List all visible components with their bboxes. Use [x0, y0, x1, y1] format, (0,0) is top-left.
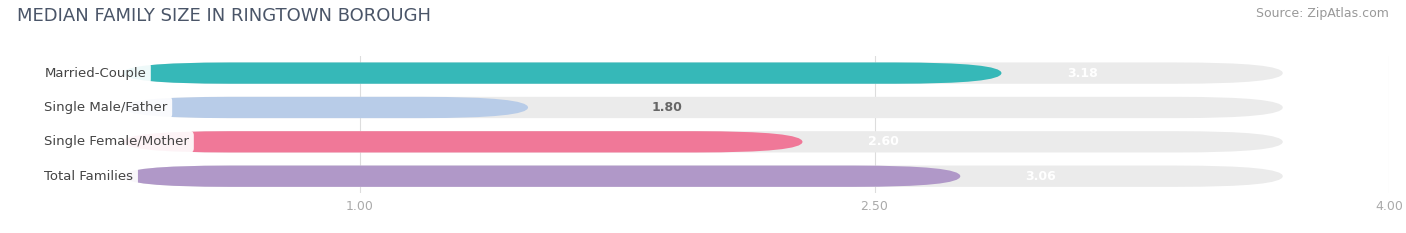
- Text: Single Female/Mother: Single Female/Mother: [45, 135, 190, 148]
- FancyBboxPatch shape: [124, 62, 1282, 84]
- Text: 1.80: 1.80: [651, 101, 682, 114]
- Text: 3.06: 3.06: [1025, 170, 1056, 183]
- Text: Source: ZipAtlas.com: Source: ZipAtlas.com: [1256, 7, 1389, 20]
- Text: Married-Couple: Married-Couple: [45, 67, 146, 80]
- FancyBboxPatch shape: [124, 97, 1282, 118]
- Text: Single Male/Father: Single Male/Father: [45, 101, 167, 114]
- FancyBboxPatch shape: [124, 131, 1282, 152]
- FancyBboxPatch shape: [124, 62, 1001, 84]
- Text: 3.18: 3.18: [1067, 67, 1098, 80]
- FancyBboxPatch shape: [124, 97, 529, 118]
- FancyBboxPatch shape: [124, 166, 960, 187]
- Text: MEDIAN FAMILY SIZE IN RINGTOWN BOROUGH: MEDIAN FAMILY SIZE IN RINGTOWN BOROUGH: [17, 7, 430, 25]
- Text: Total Families: Total Families: [45, 170, 134, 183]
- Text: 2.60: 2.60: [868, 135, 898, 148]
- FancyBboxPatch shape: [124, 166, 1282, 187]
- FancyBboxPatch shape: [124, 131, 803, 152]
